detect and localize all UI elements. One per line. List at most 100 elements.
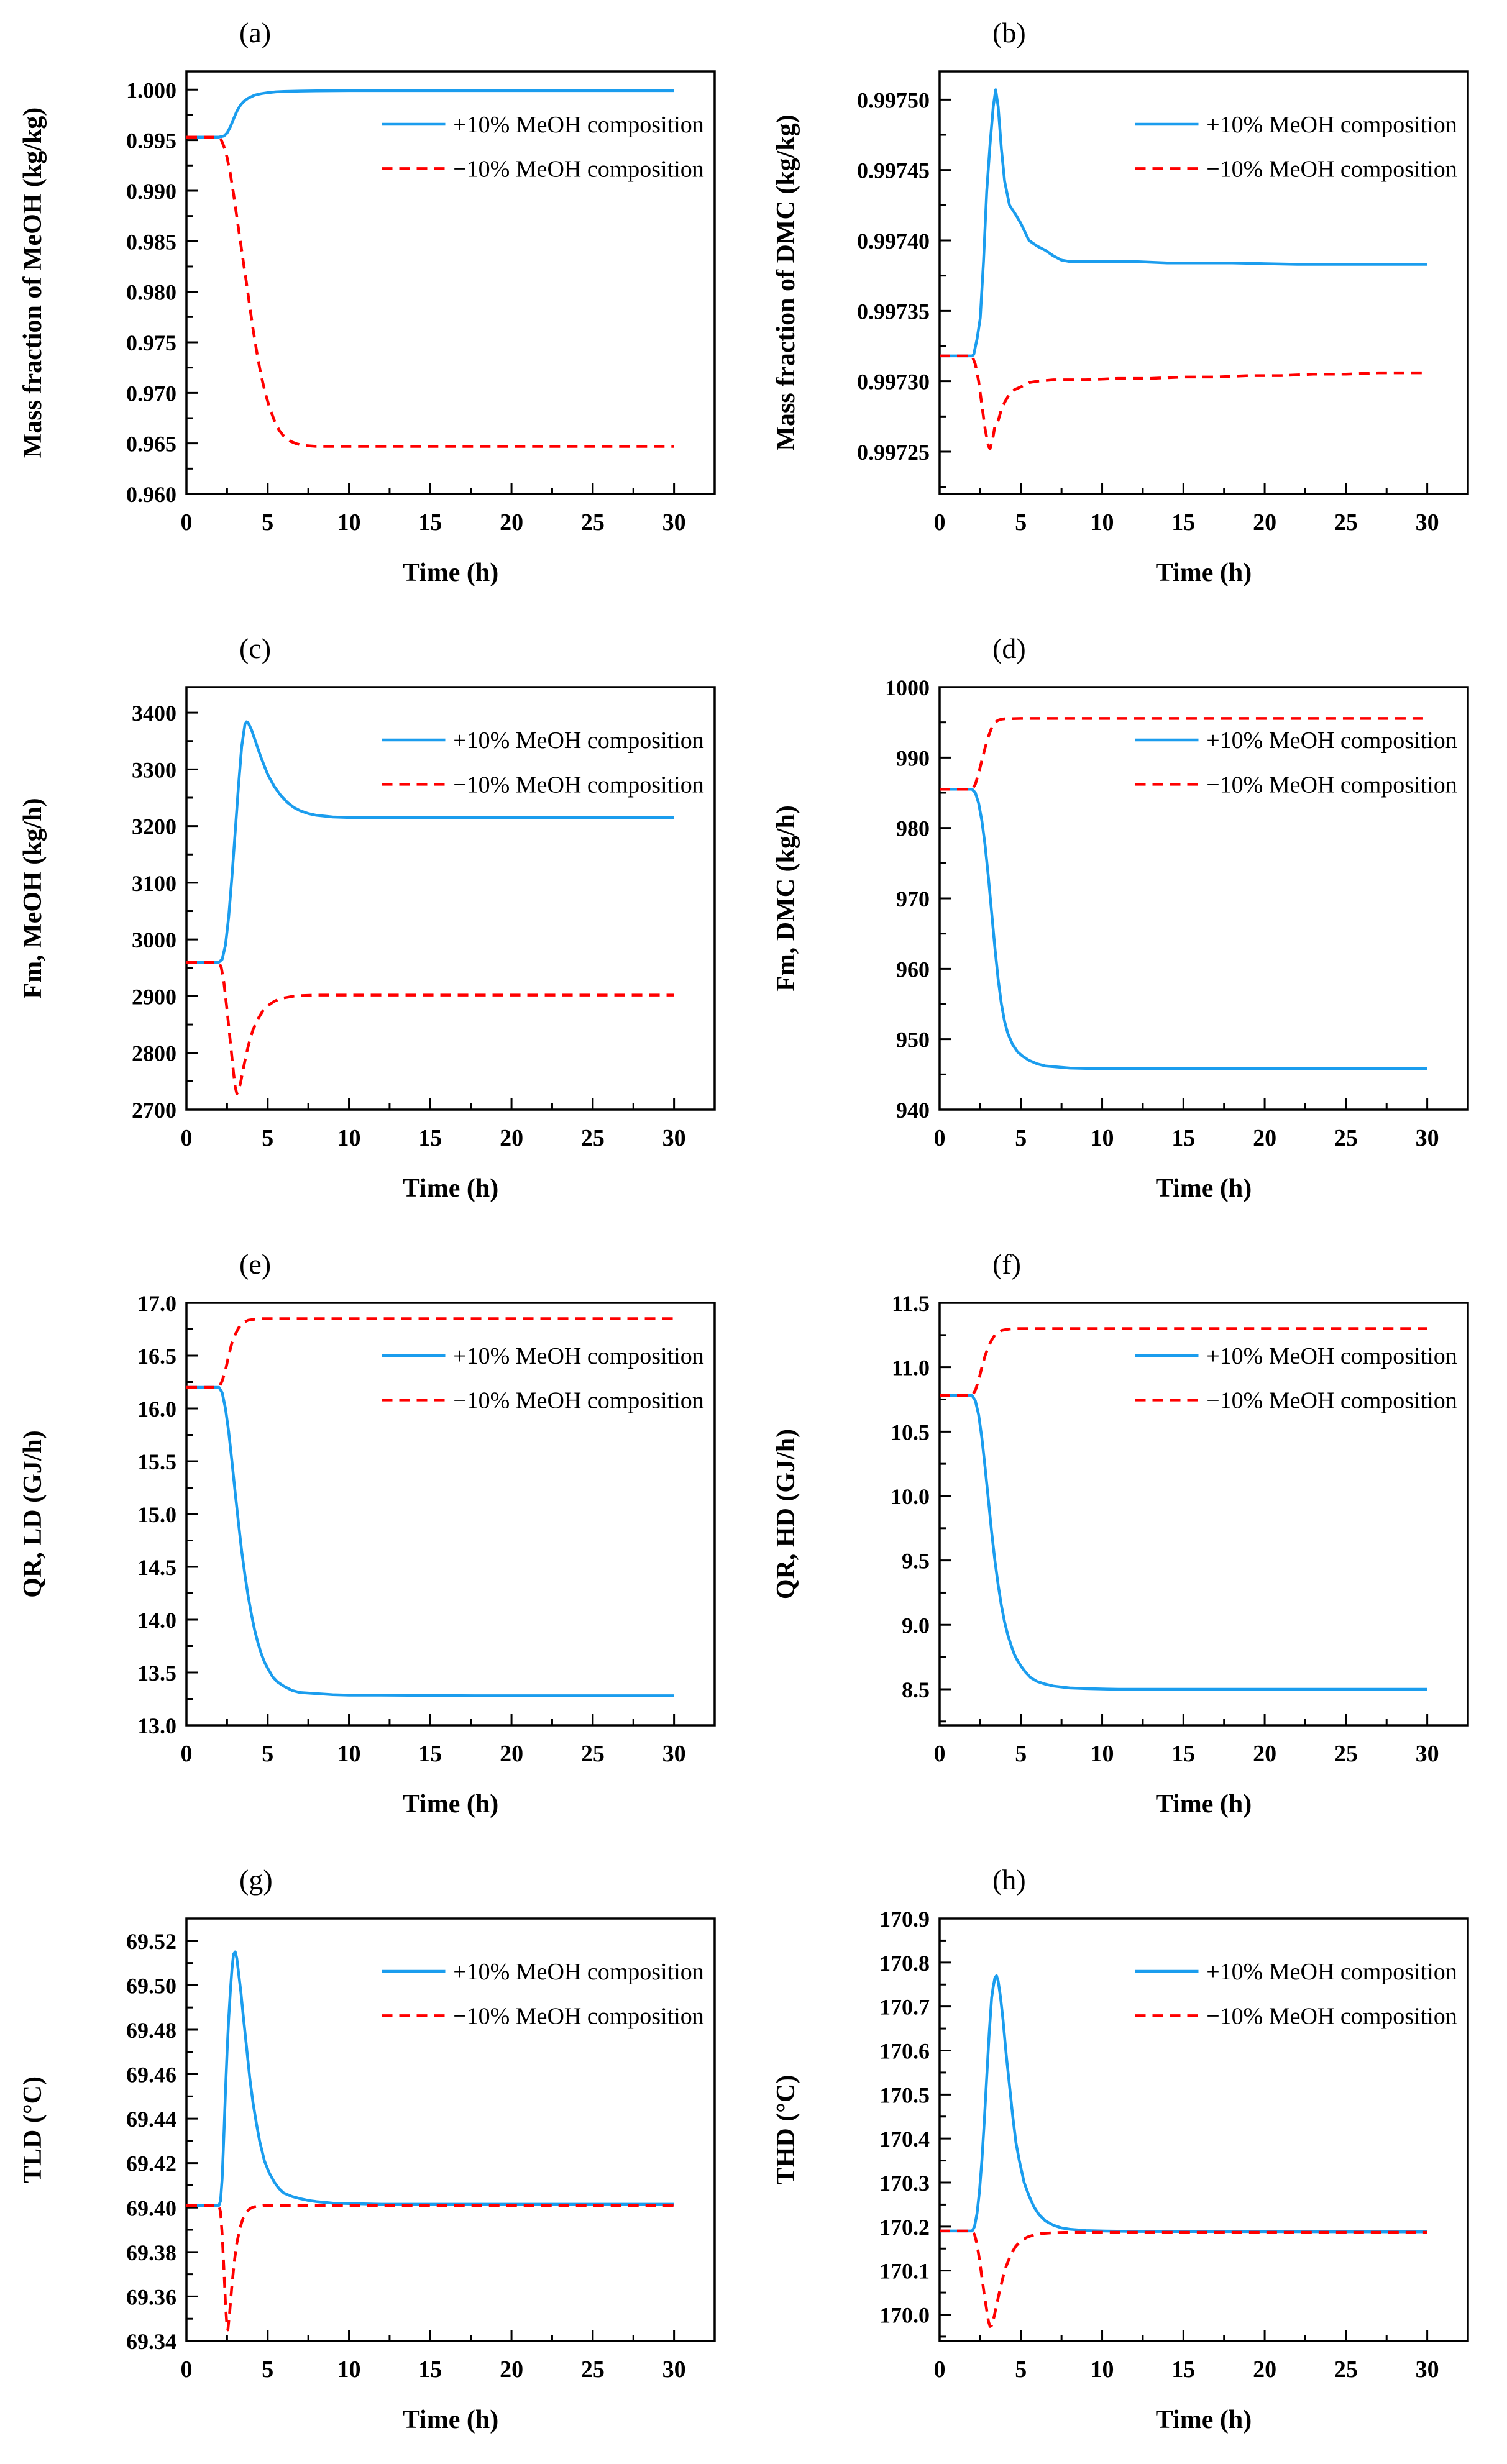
y-axis-label: Mass fraction of DMC (kg/kg): [772, 114, 800, 450]
axes-frame: [938, 1917, 1469, 2342]
x-axis-label: Time (h): [1156, 1174, 1252, 1203]
tick-marks: [185, 1940, 676, 2342]
series-minus10-meoh: [186, 1317, 674, 1389]
chart-thd: (h) 0 5 10 15 20 25 30 170.0 170.1 170.2 170.3 170.4…: [772, 1864, 1469, 2434]
y-tick-label: 2700: [132, 1098, 176, 1123]
y-tick-label: 170.8: [879, 1951, 930, 1976]
y-tick-label: 980: [896, 816, 930, 841]
panel-a: (a) 0 5 10 15 20 25 30 0.960 0.965 0.970 0.975 0.980…: [0, 0, 753, 616]
y-tick-label: 69.36: [126, 2284, 176, 2309]
y-tick-label: 1.000: [126, 78, 176, 103]
y-tick-label: 0.990: [126, 179, 176, 204]
y-tick-label: 0.985: [126, 229, 176, 254]
y-tick-label: 69.42: [126, 2151, 176, 2176]
x-tick-label: 30: [662, 2357, 686, 2383]
x-tick-label: 15: [1171, 1125, 1195, 1151]
x-tick-label: 25: [1334, 1125, 1358, 1151]
panel-label: (a): [239, 17, 271, 48]
y-tick-label: 3400: [132, 701, 176, 726]
legend-label: +10% MeOH composition: [1206, 728, 1457, 754]
y-tick-label: 69.34: [126, 2329, 176, 2354]
x-tick-label: 25: [1334, 1741, 1358, 1767]
x-tick-label: 0: [934, 1741, 946, 1767]
tick-marks: [938, 686, 1429, 1111]
y-tick-label: 0.960: [126, 482, 176, 507]
panel-label: (e): [239, 1248, 271, 1280]
y-tick-label: 170.6: [879, 2039, 930, 2064]
x-tick-label: 10: [1091, 2357, 1114, 2383]
series-plus10-meoh: [186, 720, 674, 964]
y-tick-label: 13.5: [137, 1661, 176, 1686]
y-tick-label: 170.0: [879, 2303, 930, 2328]
x-tick-label: 15: [418, 2357, 442, 2383]
y-tick-label: 10.5: [891, 1420, 930, 1444]
axes-frame: [938, 1302, 1469, 1727]
tick-marks: [185, 1302, 676, 1727]
y-tick-label: 2900: [132, 984, 176, 1009]
x-tick-label: 25: [1334, 509, 1358, 536]
series-plus10-meoh: [940, 1394, 1427, 1691]
y-tick-label: 14.5: [137, 1555, 176, 1580]
axes-frame: [938, 70, 1469, 495]
panel-c: (c) 0 5 10 15 20 25 30 2700 2800 2900 3000 3100 3200 3…: [0, 616, 753, 1231]
y-tick-label: 990: [896, 746, 930, 770]
chart-fm-meoh: (c) 0 5 10 15 20 25 30 2700 2800 2900 3000 3100 3200 3…: [19, 632, 716, 1203]
y-tick-label: 69.52: [126, 1929, 176, 1954]
y-tick-label: 13.0: [137, 1713, 176, 1738]
legend-label: −10% MeOH composition: [1206, 1387, 1457, 1413]
x-tick-label: 30: [662, 1741, 686, 1767]
y-tick-label: 0.99735: [857, 299, 930, 324]
x-axis-label: Time (h): [1156, 2406, 1252, 2434]
series-plus10-meoh: [940, 88, 1427, 358]
x-tick-label: 0: [934, 2357, 946, 2383]
x-tick-label: 15: [1171, 2357, 1195, 2383]
legend-entry: −10% MeOH composition: [382, 2003, 704, 2029]
x-tick-label: 20: [500, 2357, 523, 2383]
legend-label: +10% MeOH composition: [453, 112, 704, 138]
x-tick-label: 25: [581, 2357, 605, 2383]
x-axis-label: Time (h): [403, 559, 498, 587]
y-tick-label: 69.38: [126, 2240, 176, 2265]
y-axis-label: Mass fraction of MeOH (kg/kg): [19, 107, 47, 459]
panel-label: (h): [992, 1864, 1026, 1896]
x-tick-label: 15: [418, 1125, 442, 1151]
x-tick-label: 5: [262, 2357, 273, 2383]
y-tick-label: 69.48: [126, 2018, 176, 2043]
x-tick-label: 30: [662, 1125, 686, 1151]
y-tick-label: 3200: [132, 814, 176, 839]
y-tick-label: 170.7: [879, 1995, 930, 2020]
x-tick-label: 20: [1253, 509, 1276, 536]
x-tick-label: 5: [1015, 2357, 1027, 2383]
panel-label: (b): [992, 17, 1026, 48]
legend-entry: +10% MeOH composition: [1135, 112, 1457, 138]
series-minus10-meoh: [940, 1327, 1427, 1397]
series-minus10-meoh: [940, 717, 1427, 791]
y-tick-label: 16.0: [137, 1397, 176, 1421]
y-tick-label: 940: [896, 1098, 930, 1123]
legend-label: +10% MeOH composition: [1206, 112, 1457, 138]
panel-g: (g) 0 5 10 15 20 25 30 69.34 69.36 69.38 69.40 69.42…: [0, 1847, 753, 2463]
x-tick-label: 20: [1253, 1741, 1276, 1767]
tick-marks: [938, 98, 1429, 494]
chart-mass-fraction-meoh: (a) 0 5 10 15 20 25 30 0.960 0.965 0.970 0.975 0.980…: [19, 17, 716, 587]
x-tick-label: 30: [1416, 2357, 1439, 2383]
y-tick-label: 0.995: [126, 129, 176, 153]
y-tick-label: 9.0: [902, 1613, 930, 1638]
legend-entry: −10% MeOH composition: [382, 772, 704, 798]
y-tick-label: 69.40: [126, 2196, 176, 2220]
legend-entry: +10% MeOH composition: [382, 112, 704, 138]
y-tick-label: 0.99740: [857, 229, 930, 253]
y-tick-label: 0.970: [126, 381, 176, 406]
y-tick-label: 0.965: [126, 432, 176, 457]
chart-mass-fraction-dmc: (b) 0 5 10 15 20 25 30 0.99725 0.99730 0.99735 0.99…: [772, 17, 1469, 587]
y-tick-label: 170.5: [879, 2083, 930, 2107]
x-axis-label: Time (h): [403, 2406, 498, 2434]
x-tick-label: 5: [1015, 1741, 1027, 1767]
x-tick-label: 0: [934, 509, 946, 536]
x-tick-label: 10: [337, 2357, 361, 2383]
legend-label: −10% MeOH composition: [1206, 2003, 1457, 2029]
x-tick-label: 25: [581, 1125, 605, 1151]
panel-label: (d): [992, 632, 1026, 664]
x-tick-label: 0: [181, 1125, 193, 1151]
